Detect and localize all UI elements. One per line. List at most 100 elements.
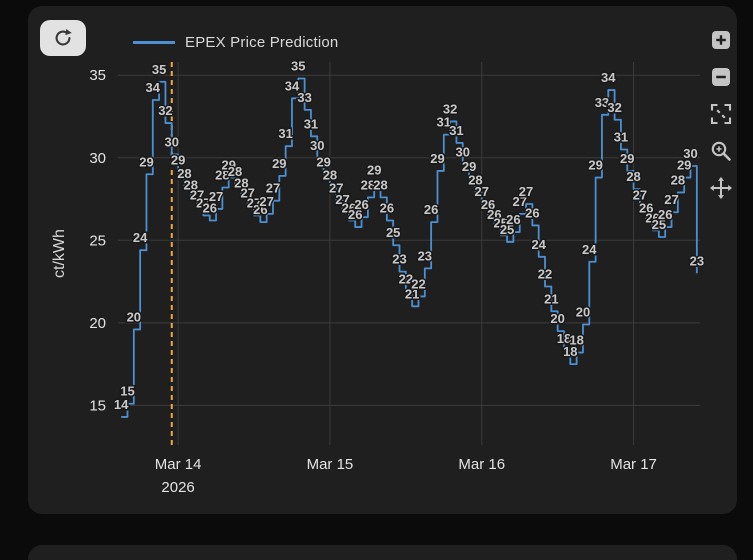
point-label: 26	[645, 210, 659, 225]
x-tick-sublabel: 2026	[161, 479, 194, 496]
point-label: 25	[493, 215, 507, 230]
point-label: 29	[316, 154, 330, 169]
point-label: 30	[683, 146, 697, 161]
point-label: 20	[127, 309, 141, 324]
series-path	[121, 77, 698, 418]
point-label: 33	[595, 95, 609, 110]
point-label: 20	[550, 311, 564, 326]
point-label: 23	[392, 252, 406, 267]
point-label: 26	[658, 207, 672, 222]
point-label: 29	[139, 154, 153, 169]
zoom-out-icon	[712, 68, 730, 86]
point-label: 31	[614, 129, 628, 144]
y-tick-label: 20	[89, 315, 106, 332]
point-label: 27	[664, 192, 678, 207]
point-label: 26	[506, 212, 520, 227]
point-label: 27	[190, 187, 204, 202]
point-label: 29	[677, 158, 691, 173]
price-line	[121, 77, 698, 418]
point-label: 23	[418, 248, 432, 263]
point-label: 29	[430, 151, 444, 166]
y-tick-label: 30	[89, 150, 106, 167]
point-label: 28	[361, 177, 375, 192]
point-label: 21	[405, 286, 419, 301]
point-label: 26	[639, 200, 653, 215]
point-label: 24	[133, 230, 148, 245]
point-label: 14	[114, 397, 129, 412]
point-label: 31	[278, 126, 292, 141]
refresh-button[interactable]	[40, 20, 86, 56]
point-label: 27	[329, 181, 343, 196]
point-label: 28	[373, 177, 387, 192]
zoom-in-icon	[712, 31, 730, 49]
point-label: 35	[152, 62, 166, 77]
y-axis-label: ct/kWh	[51, 229, 68, 278]
point-label: 27	[209, 189, 223, 204]
point-label: 27	[512, 194, 526, 209]
point-label: 28	[323, 167, 337, 182]
point-label: 26	[348, 207, 362, 222]
point-label: 27	[475, 184, 489, 199]
point-label: 28	[215, 167, 229, 182]
x-tick-label: Mar 14	[155, 456, 202, 473]
pan-button[interactable]	[709, 176, 733, 200]
x-axis: Mar 14 2026 Mar 15 Mar 16 Mar 17	[155, 456, 657, 496]
point-label: 35	[291, 59, 305, 74]
point-label: 33	[297, 90, 311, 105]
point-label: 29	[171, 153, 185, 168]
autoscale-icon	[710, 103, 732, 125]
zoom-in-button[interactable]	[709, 28, 733, 52]
point-label: 18	[563, 344, 577, 359]
point-label: 18	[557, 331, 571, 346]
point-label: 27	[247, 196, 261, 211]
point-label: 29	[272, 156, 286, 171]
legend[interactable]: EPEX Price Prediction	[133, 34, 338, 51]
point-label: 27	[633, 187, 647, 202]
point-label: 26	[487, 207, 501, 222]
legend-label: EPEX Price Prediction	[185, 34, 339, 51]
next-card-partial	[28, 545, 737, 560]
point-label: 28	[228, 164, 242, 179]
point-label: 34	[285, 78, 300, 93]
point-label: 26	[253, 202, 267, 217]
point-label: 30	[165, 134, 179, 149]
point-label: 22	[411, 276, 425, 291]
point-label: 27	[240, 186, 254, 201]
refresh-icon	[55, 29, 72, 46]
zoom-out-button[interactable]	[709, 65, 733, 89]
point-label: 29	[367, 163, 381, 178]
point-label: 21	[544, 291, 558, 306]
grid	[118, 62, 700, 445]
point-label: 18	[569, 333, 583, 348]
modebar	[708, 28, 734, 200]
point-label: 27	[266, 181, 280, 196]
point-label: 34	[146, 80, 161, 95]
legend-line-swatch	[133, 41, 175, 44]
point-label: 32	[443, 101, 457, 116]
point-label: 29	[462, 159, 476, 174]
point-label: 26	[424, 202, 438, 217]
point-label: 31	[304, 116, 318, 131]
autoscale-button[interactable]	[709, 102, 733, 126]
point-label: 25	[652, 217, 666, 232]
point-label: 29	[221, 158, 235, 173]
point-label: 28	[177, 166, 191, 181]
point-label: 27	[335, 192, 349, 207]
point-label: 24	[531, 237, 546, 252]
point-label: 28	[234, 176, 248, 191]
point-label: 26	[525, 205, 539, 220]
point-label: 20	[576, 304, 590, 319]
point-label: 31	[437, 115, 451, 130]
point-label: 26	[481, 197, 495, 212]
point-label: 26	[202, 200, 216, 215]
box-zoom-button[interactable]	[709, 139, 733, 163]
point-label: 24	[582, 242, 597, 257]
point-label: 26	[342, 200, 356, 215]
point-label: 25	[500, 222, 514, 237]
point-label: 30	[456, 144, 470, 159]
x-tick-label: Mar 15	[307, 456, 354, 473]
point-label: 26	[354, 197, 368, 212]
magnifier-icon	[711, 141, 731, 161]
